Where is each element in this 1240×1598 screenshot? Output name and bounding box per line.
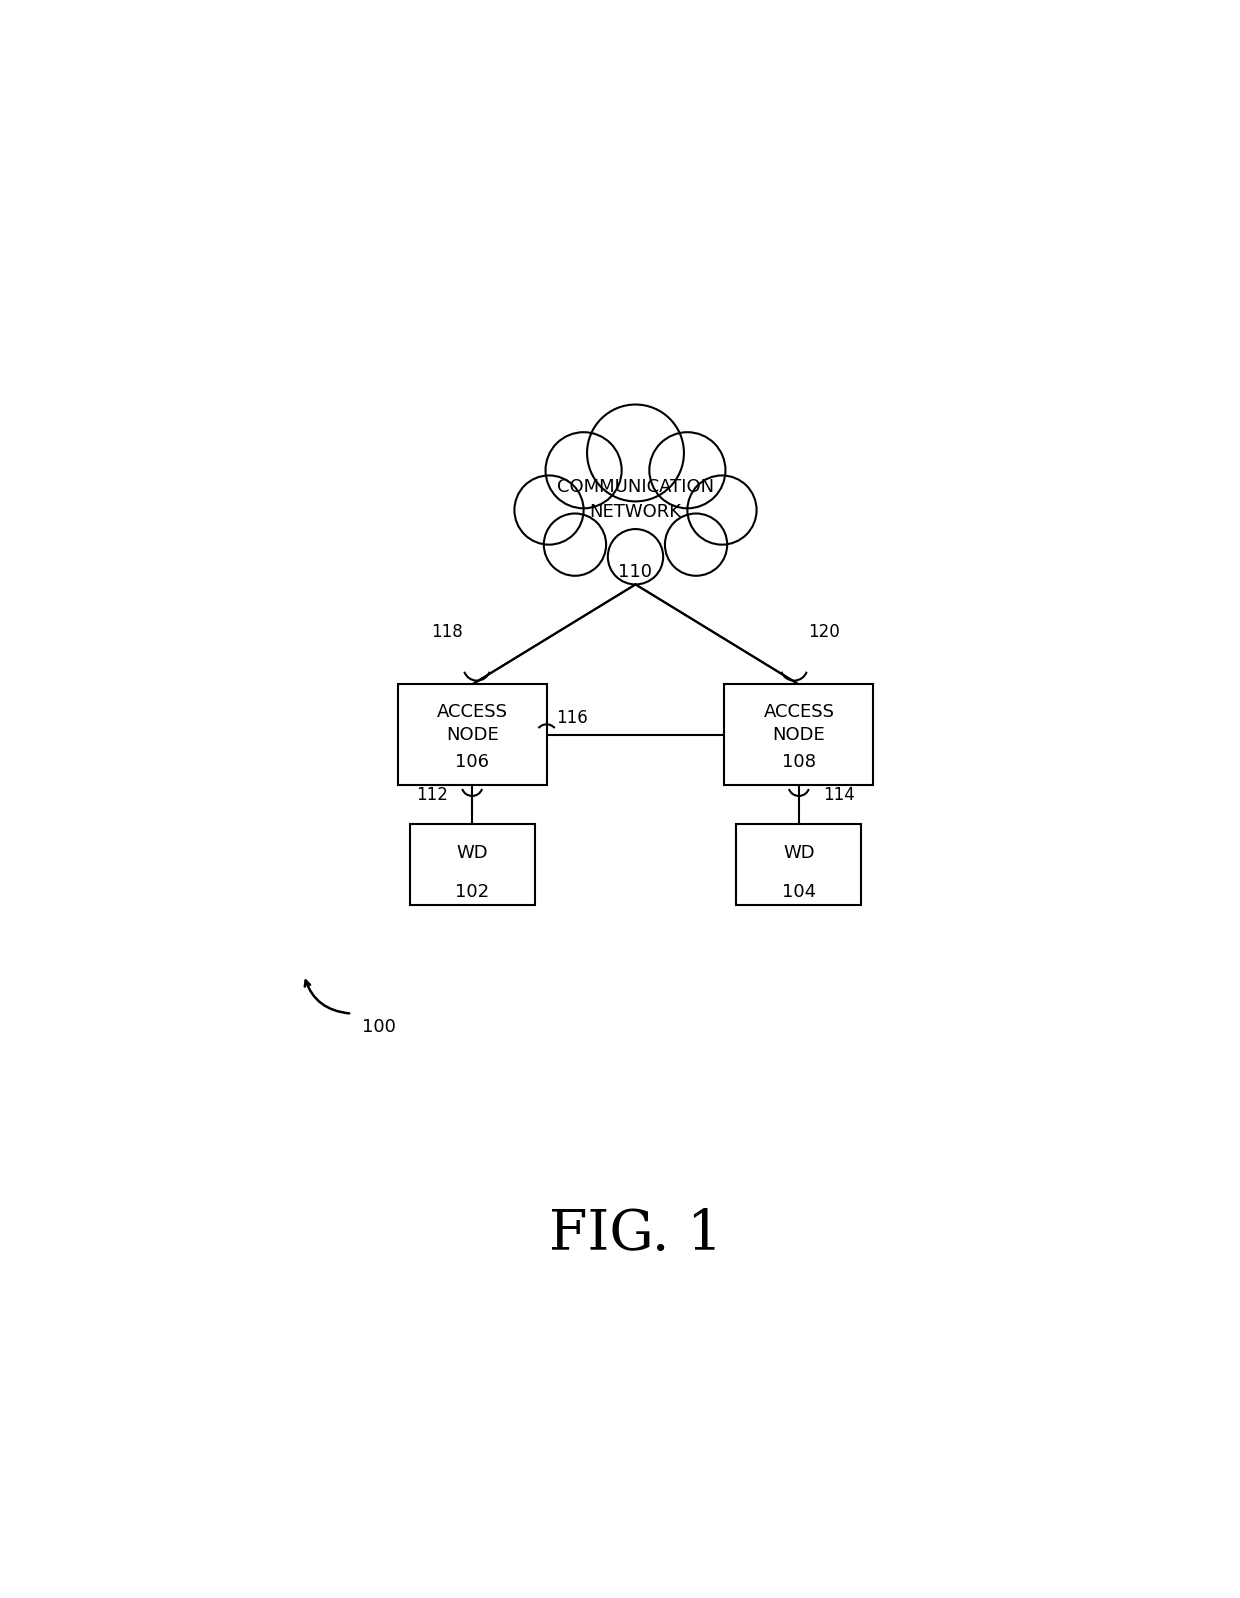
- Circle shape: [650, 431, 725, 508]
- Bar: [398, 684, 547, 785]
- Circle shape: [587, 404, 684, 502]
- Text: WD: WD: [782, 844, 815, 861]
- Bar: [737, 825, 862, 906]
- Text: ACCESS
NODE: ACCESS NODE: [436, 703, 507, 745]
- Text: 106: 106: [455, 753, 489, 770]
- Text: 100: 100: [362, 1018, 396, 1037]
- Circle shape: [544, 513, 606, 575]
- Text: 110: 110: [619, 562, 652, 580]
- Circle shape: [665, 513, 727, 575]
- Text: 120: 120: [808, 623, 841, 641]
- Circle shape: [687, 476, 756, 545]
- Text: 114: 114: [823, 786, 854, 804]
- Text: 112: 112: [417, 786, 448, 804]
- Text: 116: 116: [557, 710, 588, 727]
- Text: ACCESS
NODE: ACCESS NODE: [764, 703, 835, 745]
- Text: 118: 118: [430, 623, 463, 641]
- Text: 102: 102: [455, 882, 490, 901]
- Circle shape: [515, 476, 584, 545]
- Circle shape: [546, 431, 621, 508]
- Text: COMMUNICATION
NETWORK: COMMUNICATION NETWORK: [557, 478, 714, 521]
- Text: WD: WD: [456, 844, 489, 861]
- Text: FIG. 1: FIG. 1: [549, 1206, 722, 1262]
- Bar: [724, 684, 873, 785]
- Text: 104: 104: [781, 882, 816, 901]
- Circle shape: [608, 529, 663, 585]
- Bar: [409, 825, 534, 906]
- Text: 108: 108: [782, 753, 816, 770]
